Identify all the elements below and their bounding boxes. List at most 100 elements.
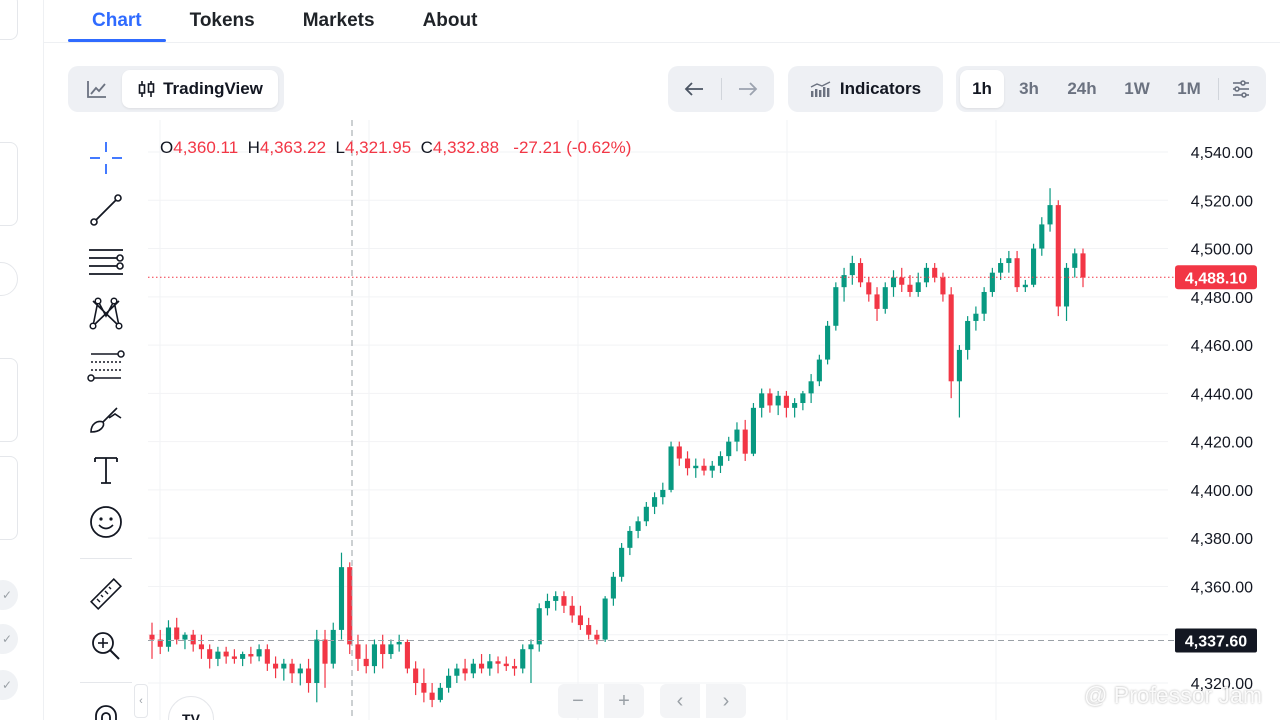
candle-body (989, 272, 995, 292)
forward-button[interactable] (725, 70, 770, 108)
sidebar-card[interactable] (0, 358, 18, 442)
zoom-in-button[interactable]: + (604, 684, 644, 718)
scroll-right-button[interactable]: › (706, 684, 746, 718)
candle-body (948, 294, 954, 382)
candle-body (544, 600, 551, 609)
horizontal-lines-icon (89, 249, 124, 275)
candle-body (792, 403, 798, 408)
sidebar-card[interactable] (0, 0, 18, 40)
candle-body (511, 666, 518, 669)
candle-body (182, 634, 188, 640)
tab-tokens[interactable]: Tokens (189, 10, 255, 31)
trend-line-icon (90, 194, 122, 226)
close-label: C (420, 138, 433, 157)
candle-body (594, 634, 600, 640)
candle-body (330, 629, 336, 664)
binance-logo-icon (1054, 684, 1078, 707)
price-chart[interactable]: 4,540.00 4,520.00 4,500.00 4,480.00 4,460.00… (148, 120, 1280, 720)
horizontal-lines-tool[interactable] (86, 242, 126, 282)
ruler-tool[interactable] (86, 574, 126, 614)
high-label: H (247, 138, 260, 157)
timeframe-1w[interactable]: 1W (1124, 79, 1150, 98)
candle-body (701, 465, 707, 471)
text-tool[interactable] (86, 450, 126, 490)
zoom-in-tool[interactable] (86, 626, 126, 666)
candle-body (577, 615, 583, 626)
candle-body (404, 641, 410, 669)
candle-body (454, 668, 460, 676)
candle-body (965, 320, 971, 350)
trend-line-tool[interactable] (86, 190, 126, 230)
line-chart-icon (87, 81, 106, 98)
check-icon[interactable]: ✓ (0, 580, 18, 610)
candle-body (981, 291, 987, 314)
pattern-icon (89, 297, 123, 330)
candle-body (240, 654, 246, 659)
collapse-toolbar-button[interactable]: ‹ (134, 684, 148, 718)
back-button[interactable] (672, 70, 717, 108)
candle-body (396, 641, 402, 645)
candle-body (882, 287, 888, 309)
candle-body (940, 277, 946, 295)
candle-body (207, 649, 213, 659)
candle-body (742, 429, 748, 454)
zoom-out-button[interactable]: − (558, 684, 598, 718)
scroll-left-button[interactable]: ‹ (660, 684, 700, 718)
candle-body (998, 263, 1004, 273)
line-chart-button[interactable] (72, 70, 122, 108)
candle-body (660, 489, 666, 498)
crosshair-tool[interactable] (86, 138, 126, 178)
candle-body (289, 663, 295, 674)
tab-about[interactable]: About (422, 10, 478, 31)
y-axis-tick-label: 4,540.00 (1191, 145, 1253, 162)
candle-body (627, 530, 633, 548)
candle-body (429, 692, 435, 700)
check-icon[interactable]: ✓ (0, 670, 18, 700)
candle-body (1039, 224, 1045, 249)
tradingview-button[interactable]: TradingView (122, 70, 278, 108)
tab-markets[interactable]: Markets (302, 10, 375, 31)
emoji-tool[interactable] (86, 502, 126, 542)
history-nav (668, 66, 774, 112)
crosshair-price-label-bg (1175, 628, 1257, 653)
candle-body (825, 325, 831, 360)
tab-chart[interactable]: Chart (68, 0, 166, 42)
candle-body (256, 649, 262, 657)
sidebar-card[interactable] (0, 262, 18, 296)
check-icon[interactable]: ✓ (0, 624, 18, 654)
pattern-tool[interactable] (86, 294, 126, 334)
change-value: -27.21 (-0.62%) (513, 138, 632, 157)
timeframe-switch: 1h 3h 24h 1W 1M (956, 66, 1266, 112)
candle-body (520, 649, 526, 669)
y-axis-tick-label: 4,460.00 (1191, 338, 1253, 355)
candle-body (388, 644, 394, 655)
timeframe-1m[interactable]: 1M (1177, 79, 1201, 98)
candle-body (536, 608, 542, 645)
candle-body (174, 627, 180, 640)
candle-body (668, 446, 674, 490)
candle-body (421, 683, 427, 693)
candle-body (231, 656, 237, 659)
candle-body (619, 547, 625, 577)
tools-divider (80, 558, 132, 559)
sidebar-card[interactable] (0, 142, 18, 226)
candle-body (248, 654, 254, 657)
magnet-tool[interactable] (86, 698, 126, 720)
timeframe-3h[interactable]: 3h (1019, 79, 1039, 98)
sidebar-card[interactable] (0, 456, 18, 540)
fib-retracement-tool[interactable] (86, 346, 126, 386)
candle-body (281, 663, 287, 669)
candle-body (841, 275, 847, 288)
indicators-label: Indicators (839, 79, 922, 98)
timeframe-1h[interactable]: 1h (960, 70, 1004, 108)
timeframe-24h[interactable]: 24h (1067, 79, 1097, 98)
magnet-icon (95, 705, 117, 720)
candle-body (676, 446, 682, 459)
candle-body (363, 658, 369, 667)
indicators-button[interactable]: Indicators (804, 70, 927, 108)
text-icon (94, 457, 118, 484)
brush-tool[interactable] (86, 398, 126, 438)
chart-settings-button[interactable] (1223, 70, 1259, 108)
tabs-divider (44, 42, 1280, 43)
